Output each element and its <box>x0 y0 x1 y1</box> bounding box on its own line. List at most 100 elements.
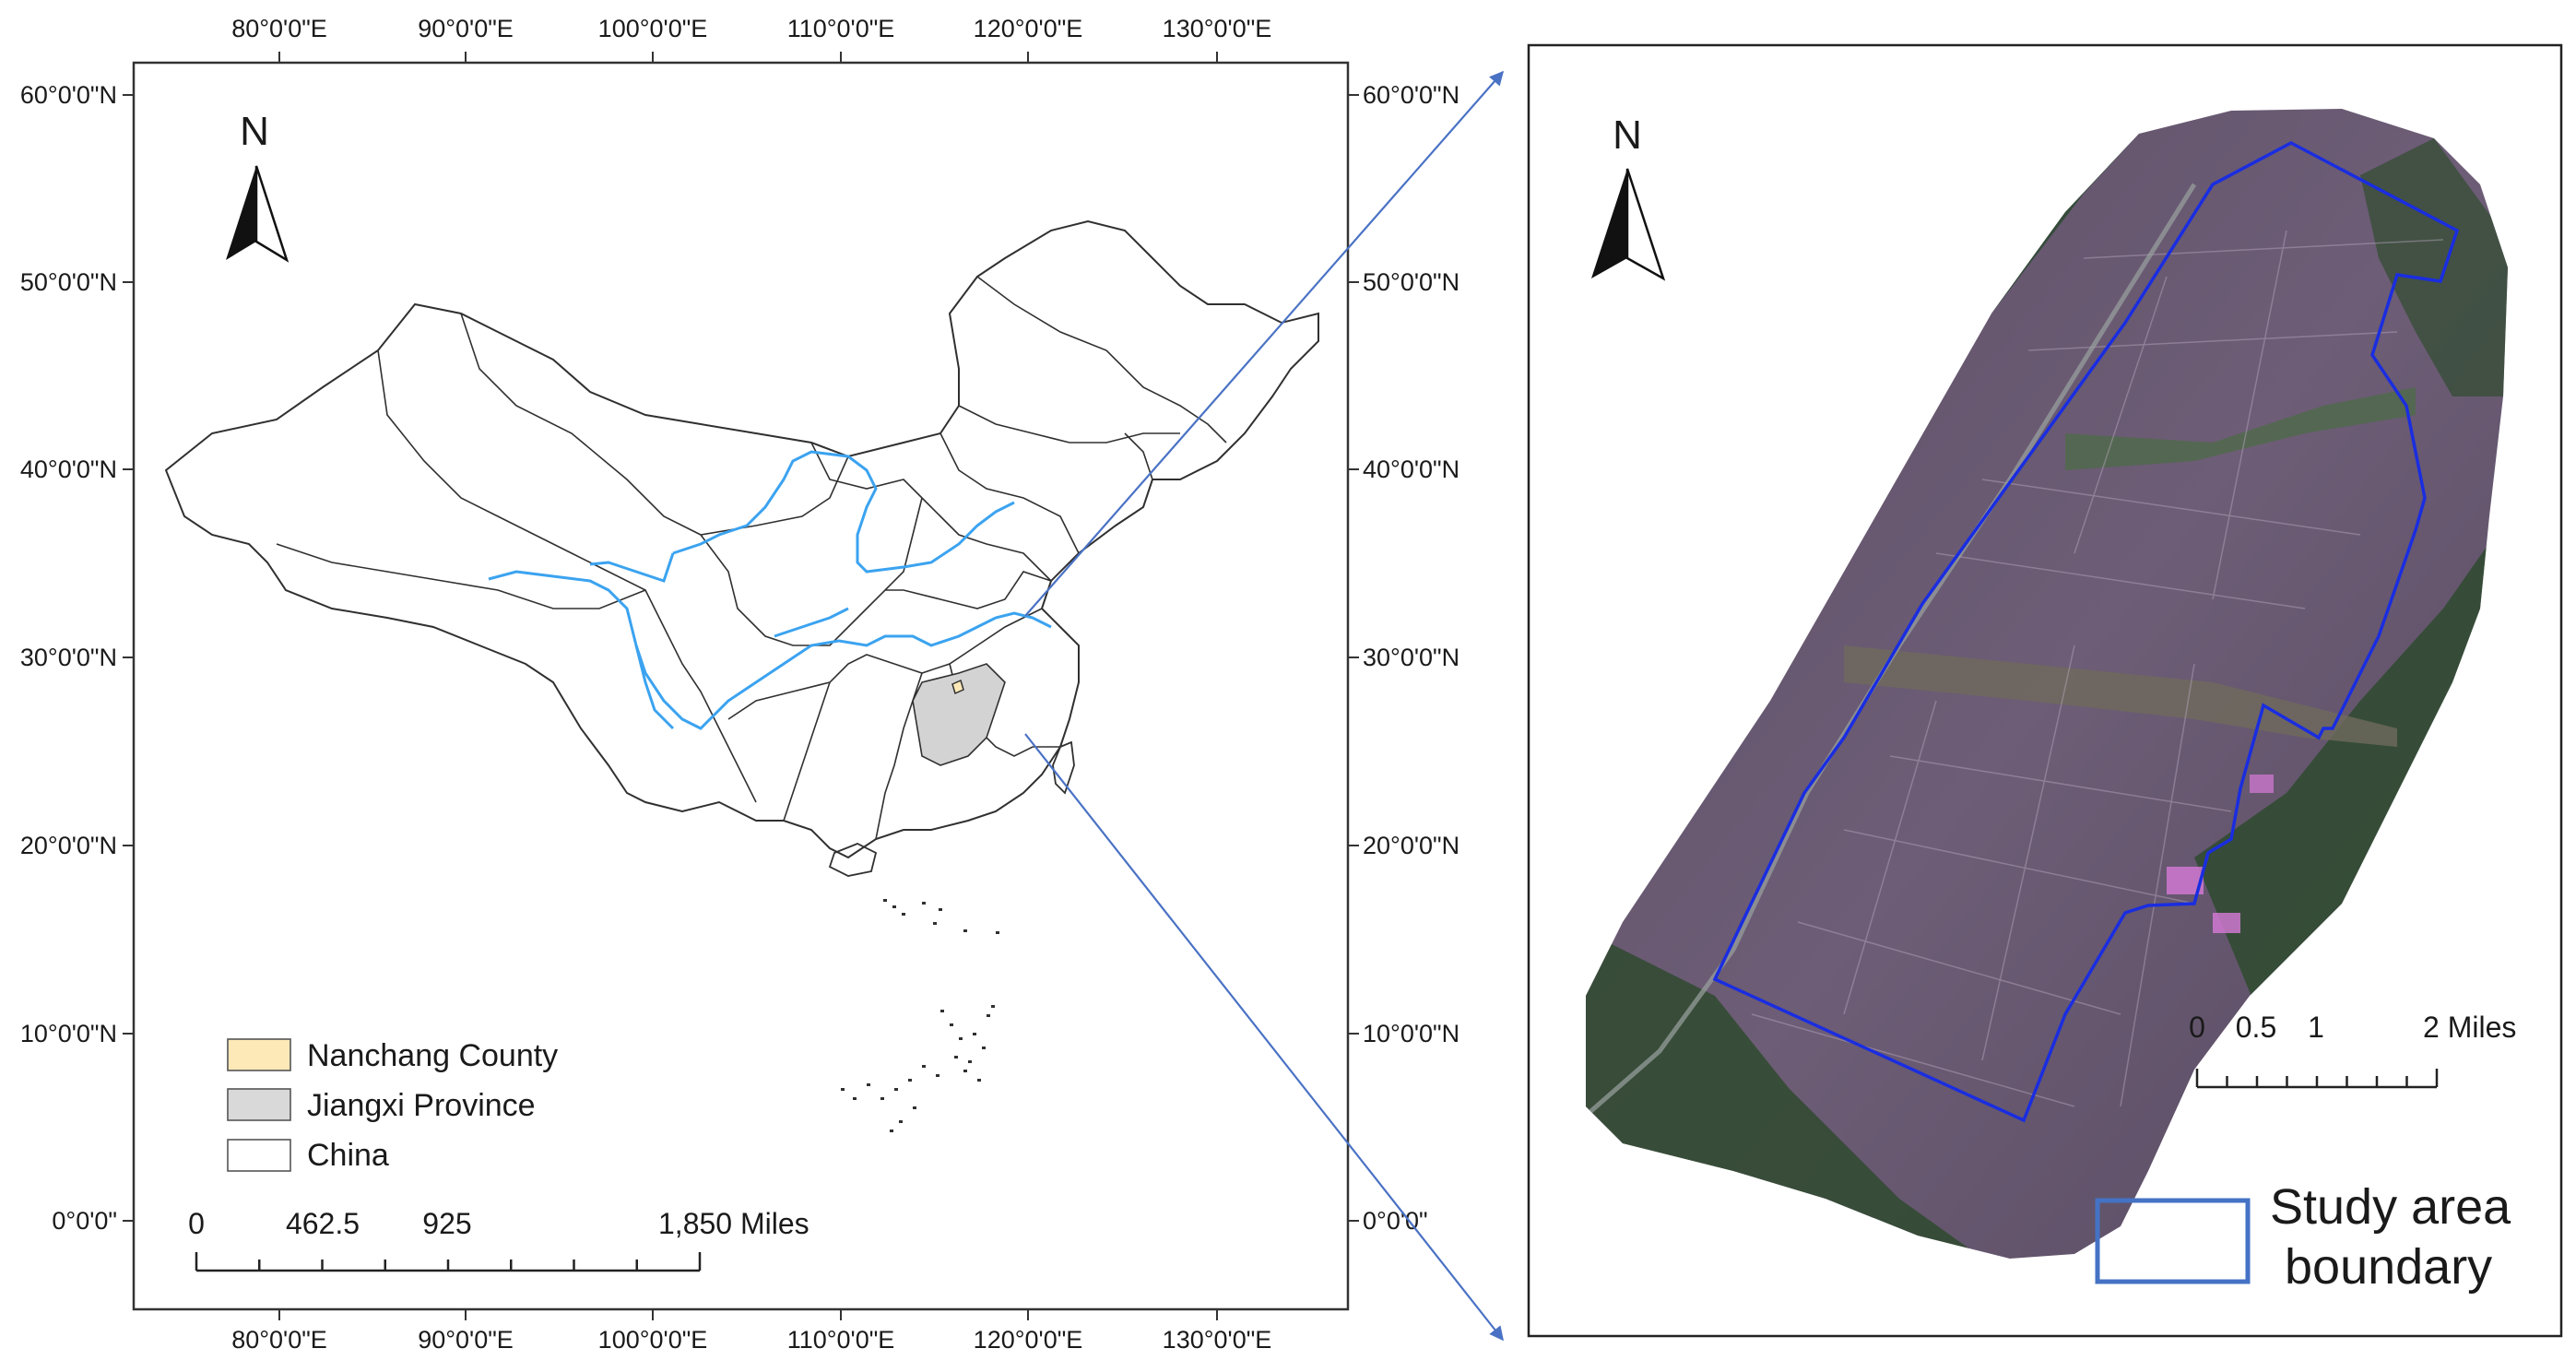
study-area-legend: Study area boundary <box>2095 1179 2511 1295</box>
yellow-river-west <box>589 552 675 583</box>
lat-label-right: 30°0'0"N <box>1363 644 1459 671</box>
north-arrow-left: N <box>226 109 290 263</box>
legend-label-nanchang: Nanchang County <box>307 1038 558 1073</box>
lon-label-top: 120°0'0"E <box>974 15 1083 42</box>
island-dot <box>892 905 896 908</box>
scale-label-925: 925 <box>422 1207 471 1240</box>
island-dot <box>954 1056 958 1059</box>
legend-label-jiangxi: Jiangxi Province <box>307 1088 536 1123</box>
island-dot <box>880 1097 884 1100</box>
lat-label-right: 10°0'0"N <box>1363 1020 1459 1047</box>
island-dot <box>963 929 967 932</box>
lon-label-top: 100°0'0"E <box>598 15 708 42</box>
lat-label-left: 50°0'0"N <box>20 268 117 296</box>
island-dot <box>867 1083 870 1086</box>
island-dot <box>936 1074 939 1077</box>
island-dot <box>933 922 937 925</box>
island-dot <box>922 1065 926 1068</box>
study-area-legend-swatch <box>2095 1198 2251 1284</box>
left-map-frame <box>132 61 1350 1311</box>
island-dot <box>940 1010 944 1012</box>
right-scale-label-05: 0.5 <box>2236 1011 2276 1044</box>
island-dot <box>963 1070 967 1072</box>
connector-arrow-bottom <box>1024 733 1504 1342</box>
scale-label-1850: 1,850 Miles <box>658 1207 809 1240</box>
island-dot <box>996 931 999 934</box>
right-scale-label-2: 2 Miles <box>2423 1011 2516 1044</box>
island-dot <box>894 1088 898 1091</box>
latitude-labels-right: 60°0'0"N 50°0'0"N 40°0'0"N 30°0'0"N 20°0'0"N… <box>1348 81 1459 1235</box>
lat-label-left: 40°0'0"N <box>20 455 117 483</box>
lat-label-right: 20°0'0"N <box>1363 832 1459 859</box>
right-scale-bar: 0 0.5 1 2 Miles <box>2189 1011 2516 1089</box>
right-map-panel: N 0 0.5 1 2 Miles Study area boundary <box>1527 43 2563 1338</box>
island-dot <box>890 1130 893 1132</box>
nanchang-county <box>951 679 964 695</box>
island-dot <box>883 899 887 902</box>
north-label-right: N <box>1613 112 1642 158</box>
island-dot <box>991 1005 995 1008</box>
jiangxi-province <box>912 663 1006 766</box>
lon-label-top: 110°0'0"E <box>787 15 895 42</box>
lon-label-bottom: 80°0'0"E <box>231 1326 327 1354</box>
rivers <box>488 450 1052 730</box>
lon-label-bottom: 90°0'0"E <box>418 1326 514 1354</box>
island-dot <box>853 1097 857 1100</box>
lon-label-top: 80°0'0"E <box>231 15 327 42</box>
legend-swatch-nanchang <box>227 1038 291 1071</box>
island-dot <box>973 1033 976 1035</box>
study-area-legend-line1: Study area <box>2270 1179 2511 1235</box>
island-dot <box>902 913 905 916</box>
left-map-panel: 80°0'0"E 90°0'0"E 100°0'0"E 110°0'0"E 120°0'… <box>20 15 1459 1354</box>
longitude-labels-bottom: 80°0'0"E 90°0'0"E 100°0'0"E 110°0'0"E 120°0'… <box>231 1309 1271 1354</box>
lon-label-bottom: 120°0'0"E <box>974 1326 1083 1354</box>
island-dot <box>913 1106 916 1109</box>
island-dot <box>982 1047 986 1049</box>
island-dot <box>908 1079 912 1082</box>
right-scale-label-0: 0 <box>2189 1011 2205 1044</box>
province-boundaries <box>276 276 1227 840</box>
lat-label-left: 30°0'0"N <box>20 644 117 671</box>
longitude-labels-top: 80°0'0"E 90°0'0"E 100°0'0"E 110°0'0"E 120°0'… <box>231 15 1271 63</box>
yangtze-branch <box>634 645 675 730</box>
island-dot <box>922 902 926 905</box>
legend-swatch-china <box>227 1139 291 1172</box>
scale-label-0: 0 <box>188 1207 205 1240</box>
island-dot <box>950 1023 953 1026</box>
lat-label-right: 50°0'0"N <box>1363 268 1459 296</box>
lat-label-left: 20°0'0"N <box>20 832 117 859</box>
study-area-legend-line2: boundary <box>2285 1239 2492 1295</box>
yellow-river <box>672 450 1015 574</box>
taiwan-island <box>1052 740 1075 795</box>
island-dot <box>987 1014 990 1017</box>
island-dot <box>939 908 942 911</box>
connector-arrows <box>1024 70 1505 1342</box>
island-dot <box>841 1088 845 1091</box>
legend-swatch-jiangxi <box>227 1088 291 1121</box>
latitude-labels-left: 60°0'0"N 50°0'0"N 40°0'0"N 30°0'0"N 20°0'0"N… <box>20 81 134 1235</box>
connector-arrow-top <box>1024 70 1505 617</box>
lon-label-top: 130°0'0"E <box>1163 15 1272 42</box>
han-river <box>774 607 849 638</box>
lon-label-bottom: 110°0'0"E <box>787 1326 895 1354</box>
legend-label-china: China <box>307 1138 389 1173</box>
lon-label-top: 90°0'0"E <box>418 15 514 42</box>
island-dot <box>899 1120 903 1123</box>
left-scale-bar: 0 462.5 925 1,850 Miles <box>188 1207 809 1272</box>
lat-label-left: 60°0'0"N <box>20 81 117 109</box>
yangtze-river <box>488 570 1052 730</box>
island-dot <box>977 1079 981 1082</box>
island-dot <box>959 1037 963 1040</box>
island-dot <box>968 1060 972 1063</box>
north-arrow-right: N <box>1591 112 1666 281</box>
lon-label-bottom: 100°0'0"E <box>598 1326 708 1354</box>
lat-label-left: 0°0'0" <box>52 1207 117 1235</box>
lat-label-right: 60°0'0"N <box>1363 81 1459 109</box>
scale-label-462: 462.5 <box>286 1207 360 1240</box>
south-china-sea-islands <box>841 899 999 1132</box>
lat-label-right: 40°0'0"N <box>1363 455 1459 483</box>
hainan-island <box>828 843 878 877</box>
china-map <box>164 219 1319 859</box>
